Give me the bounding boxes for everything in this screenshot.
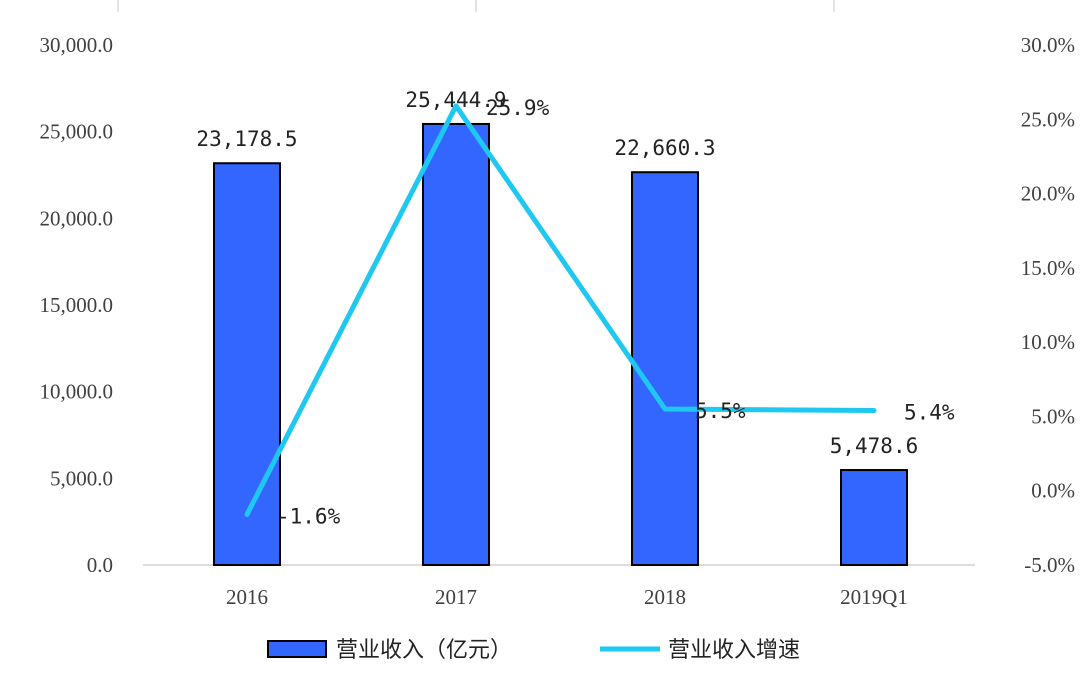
legend: 营业收入（亿元） 营业收入增速 bbox=[267, 638, 800, 663]
right-tick-label: 20.0% bbox=[1021, 182, 1075, 206]
bar-series bbox=[213, 122, 908, 567]
line-data-label: 5.5% bbox=[695, 399, 746, 423]
legend-swatch-bar bbox=[267, 640, 327, 658]
x-axis-ticks: 2016 2017 2018 2019Q1 bbox=[226, 585, 908, 609]
left-tick-label: 10,000.0 bbox=[40, 380, 114, 404]
bar-data-labels: 23,178.5 25,444.9 22,660.3 5,478.6 bbox=[196, 88, 918, 458]
bar bbox=[631, 171, 699, 566]
left-tick-label: 0.0 bbox=[87, 553, 113, 577]
x-tick-label: 2017 bbox=[435, 585, 477, 609]
left-tick-label: 30,000.0 bbox=[40, 33, 114, 57]
bar-data-label: 22,660.3 bbox=[614, 136, 715, 160]
right-tick-label: 25.0% bbox=[1021, 107, 1075, 131]
legend-label-bar: 营业收入（亿元） bbox=[336, 638, 512, 663]
right-tick-label: 0.0% bbox=[1031, 479, 1075, 503]
top-border-ticks bbox=[117, 0, 835, 12]
bar-data-label: 25,444.9 bbox=[405, 88, 506, 112]
bar bbox=[213, 162, 281, 567]
right-tick-label: 5.0% bbox=[1031, 404, 1075, 428]
right-axis-ticks: -5.0% 0.0% 5.0% 10.0% 15.0% 20.0% 25.0% 30.0% bbox=[1021, 33, 1075, 577]
bar bbox=[422, 122, 490, 566]
x-tick-label: 2019Q1 bbox=[840, 585, 908, 609]
right-tick-label: 10.0% bbox=[1021, 330, 1075, 354]
x-tick-label: 2016 bbox=[226, 585, 268, 609]
line-data-labels: -1.6% 25.9% 5.5% 5.4% bbox=[277, 96, 955, 529]
line-data-label: 25.9% bbox=[486, 96, 550, 120]
right-tick-label: 15.0% bbox=[1021, 256, 1075, 280]
bar-data-label: 23,178.5 bbox=[196, 127, 297, 151]
growth-line bbox=[244, 103, 877, 517]
right-tick-label: 30.0% bbox=[1021, 33, 1075, 57]
line-series bbox=[244, 103, 877, 517]
left-tick-label: 20,000.0 bbox=[40, 206, 114, 230]
left-axis-ticks: 0.0 5,000.0 10,000.0 15,000.0 20,000.0 25,000… bbox=[40, 33, 114, 577]
left-tick-label: 25,000.0 bbox=[40, 120, 114, 144]
left-tick-label: 5,000.0 bbox=[50, 466, 113, 490]
line-data-label: 5.4% bbox=[904, 400, 955, 424]
line-data-label: -1.6% bbox=[277, 504, 341, 528]
bar-data-label: 5,478.6 bbox=[830, 434, 919, 458]
legend-label-line: 营业收入增速 bbox=[668, 638, 800, 663]
x-tick-label: 2018 bbox=[644, 585, 686, 609]
bar bbox=[840, 469, 908, 566]
right-tick-label: -5.0% bbox=[1024, 553, 1075, 577]
left-tick-label: 15,000.0 bbox=[40, 293, 114, 317]
